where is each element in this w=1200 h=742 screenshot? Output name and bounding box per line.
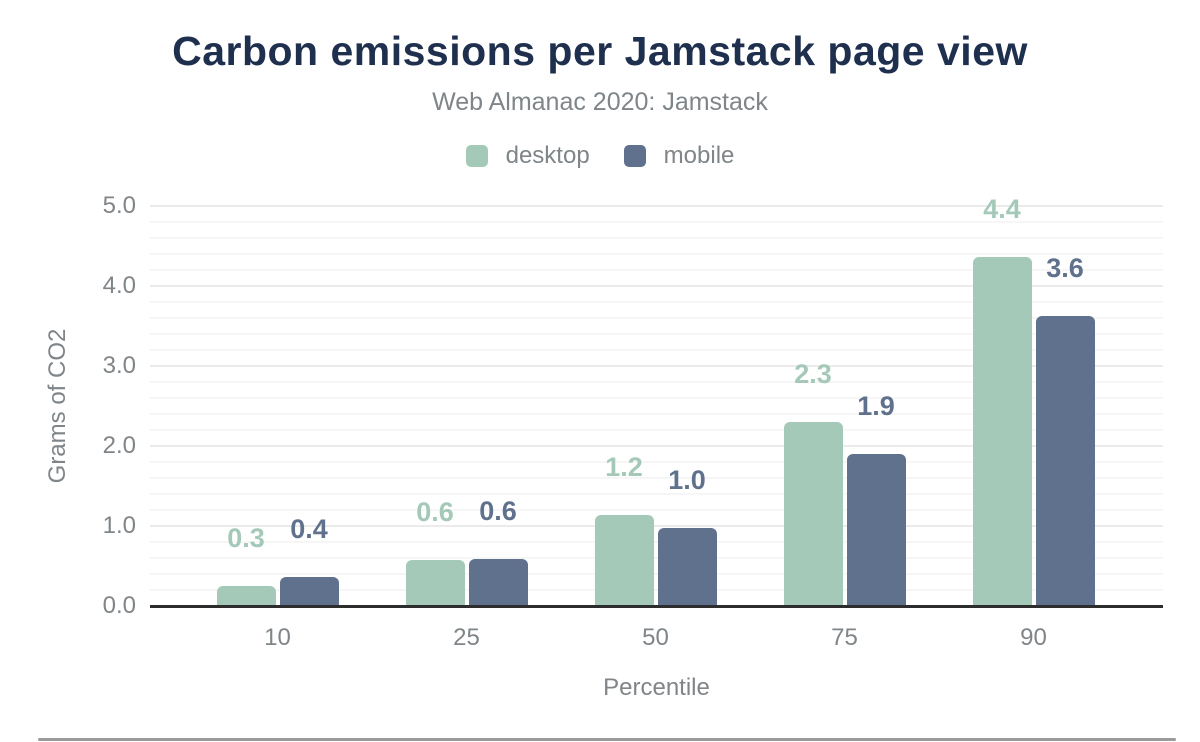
legend-label-desktop: desktop — [505, 142, 590, 169]
minor-gridline — [150, 557, 1163, 559]
legend-item-desktop: desktop — [465, 142, 590, 170]
plot-area: 0.0 1.0 2.0 3.0 4.0 5.0 0.3 0.4 10 0.6 0.6 25 1.2 1.0… — [103, 193, 1163, 651]
value-label-desktop-p50: 1.2 — [605, 452, 643, 482]
legend-swatch-desktop — [465, 145, 488, 167]
bar-mobile-p90[interactable] — [1035, 316, 1095, 606]
minor-gridline — [150, 477, 1163, 479]
legend-swatch-mobile — [623, 145, 646, 167]
value-label-mobile-p75: 1.9 — [857, 391, 895, 421]
bottom-divider — [38, 738, 1176, 741]
minor-gridline — [150, 317, 1163, 319]
bar-desktop-p25[interactable] — [405, 560, 465, 606]
bar-desktop-p90[interactable] — [972, 257, 1032, 606]
legend: desktop mobile — [0, 142, 1200, 170]
y-axis-title: Grams of CO2 — [44, 328, 71, 484]
x-tick-label: 75 — [831, 624, 858, 651]
y-tick-label: 2.0 — [102, 432, 136, 459]
minor-gridline — [150, 333, 1163, 335]
minor-gridline — [150, 397, 1163, 399]
value-label-mobile-p25: 0.6 — [479, 496, 517, 526]
y-tick-label: 0.0 — [102, 592, 136, 619]
x-tick-label: 90 — [1020, 624, 1047, 651]
x-tick-label: 25 — [453, 624, 480, 651]
minor-gridline — [150, 301, 1163, 303]
minor-gridline — [150, 589, 1163, 591]
legend-label-mobile: mobile — [663, 142, 735, 169]
value-label-desktop-p25: 0.6 — [416, 497, 454, 527]
major-gridline — [150, 525, 1163, 527]
minor-gridline — [150, 349, 1163, 351]
bar-desktop-p50[interactable] — [594, 515, 654, 606]
minor-gridline — [150, 237, 1163, 239]
major-gridline — [150, 285, 1163, 287]
minor-gridline — [150, 541, 1163, 543]
chart-subtitle: Web Almanac 2020: Jamstack — [432, 88, 768, 116]
x-tick-label: 10 — [264, 624, 291, 651]
value-label-desktop-p10: 0.3 — [227, 523, 265, 553]
y-tick-label: 4.0 — [102, 272, 136, 299]
minor-gridline — [150, 221, 1163, 223]
value-label-desktop-p75: 2.3 — [794, 359, 832, 389]
y-tick-label: 5.0 — [102, 192, 136, 219]
minor-gridline — [150, 573, 1163, 575]
minor-gridline — [150, 429, 1163, 431]
value-label-mobile-p90: 3.6 — [1046, 253, 1084, 283]
minor-gridline — [150, 461, 1163, 463]
value-label-mobile-p10: 0.4 — [290, 514, 328, 544]
chart-title: Carbon emissions per Jamstack page view — [172, 28, 1028, 74]
bar-mobile-p50[interactable] — [657, 528, 717, 606]
x-axis-title: Percentile — [603, 674, 710, 701]
bar-desktop-p75[interactable] — [783, 422, 843, 606]
y-tick-label: 3.0 — [102, 352, 136, 379]
bar-mobile-p10[interactable] — [279, 577, 339, 606]
bar-desktop-p10[interactable] — [216, 586, 276, 606]
minor-gridline — [150, 381, 1163, 383]
value-label-mobile-p50: 1.0 — [668, 465, 706, 495]
minor-gridline — [150, 253, 1163, 255]
legend-item-mobile: mobile — [623, 142, 735, 170]
x-tick-label: 50 — [642, 624, 669, 651]
minor-gridline — [150, 413, 1163, 415]
x-axis-line — [150, 605, 1163, 608]
bar-mobile-p75[interactable] — [846, 454, 906, 606]
major-gridline — [150, 205, 1163, 207]
y-tick-label: 1.0 — [102, 512, 136, 539]
major-gridline — [150, 445, 1163, 447]
minor-gridline — [150, 509, 1163, 511]
bar-mobile-p25[interactable] — [468, 559, 528, 606]
minor-gridline — [150, 493, 1163, 495]
minor-gridline — [150, 269, 1163, 271]
major-gridline — [150, 365, 1163, 367]
value-label-desktop-p90: 4.4 — [983, 194, 1021, 224]
